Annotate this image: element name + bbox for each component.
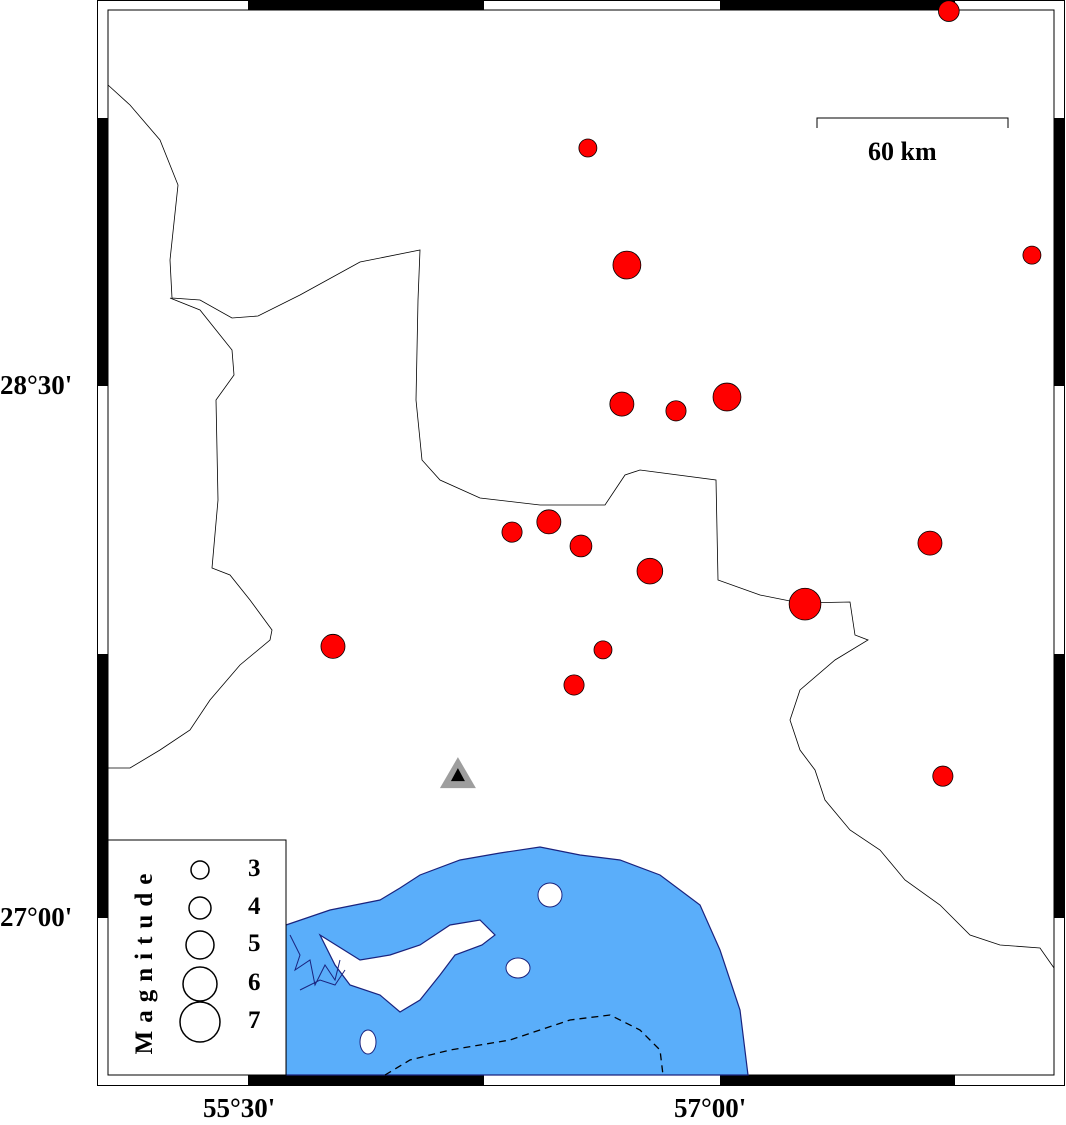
earthquake-marker bbox=[636, 557, 664, 585]
province-border bbox=[107, 84, 1055, 969]
legend-circles bbox=[179, 860, 221, 1043]
scale-bar bbox=[816, 117, 1009, 128]
legend-label: 7 bbox=[248, 1007, 261, 1034]
earthquake-marker bbox=[938, 0, 960, 22]
legend-circle bbox=[185, 930, 215, 960]
scale-bar-label: 60 km bbox=[868, 137, 937, 166]
mangrove-area bbox=[289, 934, 346, 991]
y-tick-label: 28°30' bbox=[0, 370, 73, 400]
earthquake-marker bbox=[917, 530, 943, 556]
legend-label: 4 bbox=[248, 893, 261, 920]
x-tick-label: 55°30' bbox=[203, 1093, 276, 1123]
province-border bbox=[108, 297, 273, 769]
legend-circle bbox=[182, 966, 218, 1002]
earthquake-events bbox=[320, 0, 1042, 787]
legend-label: 3 bbox=[248, 855, 261, 882]
x-tick-label: 57°00' bbox=[674, 1093, 747, 1123]
frame-ticks bbox=[97, 0, 1065, 1085]
earthquake-marker bbox=[1022, 245, 1042, 265]
legend-label: 6 bbox=[248, 969, 261, 996]
earthquake-marker bbox=[578, 138, 598, 158]
legend-circle bbox=[188, 896, 212, 920]
map-outer-frame bbox=[97, 0, 1065, 1086]
island bbox=[505, 957, 531, 979]
earthquake-marker bbox=[593, 640, 613, 660]
earthquake-marker bbox=[569, 534, 593, 558]
earthquake-marker bbox=[563, 674, 585, 696]
earthquake-marker bbox=[536, 509, 562, 535]
bathymetry-contour bbox=[384, 1014, 664, 1076]
legend-circle bbox=[179, 1001, 221, 1043]
earthquake-marker bbox=[665, 400, 687, 422]
station-inner-icon bbox=[450, 768, 465, 782]
island bbox=[359, 1029, 377, 1055]
y-tick-label: 27°00' bbox=[0, 902, 73, 932]
legend-label: 5 bbox=[248, 930, 261, 957]
earthquake-marker bbox=[612, 250, 642, 280]
legend-circle bbox=[190, 860, 210, 880]
earthquake-marker bbox=[609, 391, 635, 417]
island bbox=[537, 882, 563, 908]
earthquake-marker bbox=[320, 633, 346, 659]
legend-title: Magnitude bbox=[131, 865, 158, 1055]
earthquake-marker bbox=[932, 765, 954, 787]
earthquake-marker bbox=[712, 382, 742, 412]
earthquake-marker bbox=[788, 587, 822, 621]
earthquake-marker bbox=[501, 521, 523, 543]
island-qeshm bbox=[318, 919, 496, 1013]
